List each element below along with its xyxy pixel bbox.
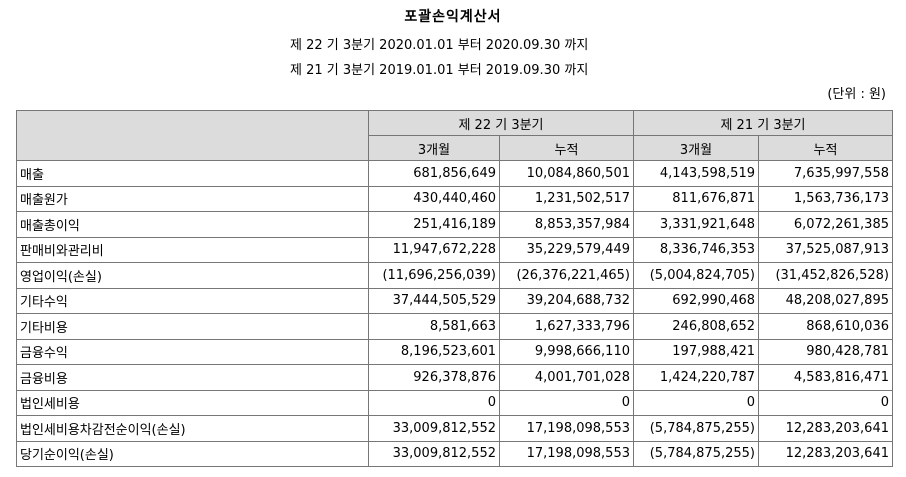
cell-current-cum: 1,627,333,796	[499, 313, 634, 340]
header-prior-3m: 3개월	[633, 135, 759, 161]
statement-title: 포괄손익계산서	[404, 9, 502, 25]
cell-prior-3m: 197,988,421	[633, 338, 759, 365]
cell-prior-cum: 37,525,087,913	[758, 236, 893, 263]
table-row: 매출 681,856,649 10,084,860,501 4,143,598,519…	[16, 160, 893, 187]
table-row: 영업이익(손실) (11,696,256,039) (26,376,221,465)…	[16, 262, 893, 289]
cell-current-3m: 37,444,505,529	[368, 287, 500, 314]
cell-current-cum: 10,084,860,501	[499, 160, 634, 187]
table-row: 법인세비용차감전순이익(손실) 33,009,812,552 17,198,098,…	[16, 415, 893, 442]
table-row: 금융수익 8,196,523,601 9,998,666,110 197,988,42…	[16, 338, 893, 365]
header-current-period: 제 22 기 3분기	[368, 110, 634, 136]
header-current-cum: 누적	[499, 135, 634, 161]
row-label: 기타비용	[16, 313, 369, 340]
table-row: 매출총이익 251,416,189 8,853,357,984 3,331,921,6…	[16, 211, 893, 238]
row-label: 판매비와관리비	[16, 236, 369, 263]
header-prior-period: 제 21 기 3분기	[633, 110, 893, 136]
cell-prior-3m: 811,676,871	[633, 185, 759, 212]
header-current-3m: 3개월	[368, 135, 500, 161]
table-row: 매출원가 430,440,460 1,231,502,517 811,676,871 1…	[16, 185, 893, 212]
cell-prior-3m: 246,808,652	[633, 313, 759, 340]
period-prior: 제 21 기 3분기 2019.01.01 부터 2019.09.30 까지	[290, 63, 589, 78]
cell-current-cum: 9,998,666,110	[499, 338, 634, 365]
cell-current-cum: 35,229,579,449	[499, 236, 634, 263]
cell-prior-3m: (5,784,875,255)	[633, 440, 759, 467]
period-current: 제 22 기 3분기 2020.01.01 부터 2020.09.30 까지	[290, 38, 589, 53]
table-row: 금융비용 926,378,876 4,001,701,028 1,424,220,78…	[16, 364, 893, 391]
row-label: 매출	[16, 160, 369, 187]
cell-prior-cum: 0	[758, 389, 893, 416]
table-row: 판매비와관리비 11,947,672,228 35,229,579,449 8,336…	[16, 236, 893, 263]
cell-prior-cum: 6,072,261,385	[758, 211, 893, 238]
cell-current-3m: 681,856,649	[368, 160, 500, 187]
row-label: 법인세비용	[16, 389, 369, 416]
cell-prior-3m: 0	[633, 389, 759, 416]
table-row: 법인세비용 0 0 0 0	[16, 389, 893, 416]
cell-current-3m: 430,440,460	[368, 185, 500, 212]
row-label: 매출총이익	[16, 211, 369, 238]
cell-current-cum: 17,198,098,553	[499, 440, 634, 467]
cell-current-cum: 17,198,098,553	[499, 415, 634, 442]
header-prior-cum: 누적	[758, 135, 893, 161]
cell-prior-cum: 980,428,781	[758, 338, 893, 365]
row-label: 법인세비용차감전순이익(손실)	[16, 415, 369, 442]
cell-current-cum: 39,204,688,732	[499, 287, 634, 314]
row-label: 금융수익	[16, 338, 369, 365]
row-label: 영업이익(손실)	[16, 262, 369, 289]
cell-current-3m: 33,009,812,552	[368, 440, 500, 467]
cell-prior-cum: 12,283,203,641	[758, 440, 893, 467]
cell-current-3m: 11,947,672,228	[368, 236, 500, 263]
income-statement-table: 제 22 기 3분기 제 21 기 3분기 3개월 누적 3개월 누적 매출 68…	[16, 110, 893, 467]
cell-prior-cum: 12,283,203,641	[758, 415, 893, 442]
cell-prior-cum: 1,563,736,173	[758, 185, 893, 212]
cell-prior-3m: (5,004,824,705)	[633, 262, 759, 289]
cell-prior-cum: 4,583,816,471	[758, 364, 893, 391]
table-row: 기타수익 37,444,505,529 39,204,688,732 692,990,…	[16, 287, 893, 314]
cell-prior-cum: (31,452,826,528)	[758, 262, 893, 289]
header-account	[16, 110, 369, 161]
cell-current-3m: (11,696,256,039)	[368, 262, 500, 289]
row-label: 기타수익	[16, 287, 369, 314]
unit-label: (단위 : 원)	[827, 87, 886, 102]
cell-current-3m: 8,196,523,601	[368, 338, 500, 365]
cell-current-cum: (26,376,221,465)	[499, 262, 634, 289]
cell-prior-3m: 1,424,220,787	[633, 364, 759, 391]
row-label: 금융비용	[16, 364, 369, 391]
cell-current-cum: 8,853,357,984	[499, 211, 634, 238]
cell-prior-3m: (5,784,875,255)	[633, 415, 759, 442]
cell-prior-cum: 868,610,036	[758, 313, 893, 340]
cell-prior-cum: 7,635,997,558	[758, 160, 893, 187]
cell-current-3m: 0	[368, 389, 500, 416]
cell-current-cum: 4,001,701,028	[499, 364, 634, 391]
cell-current-3m: 8,581,663	[368, 313, 500, 340]
cell-current-cum: 1,231,502,517	[499, 185, 634, 212]
cell-prior-3m: 3,331,921,648	[633, 211, 759, 238]
cell-prior-cum: 48,208,027,895	[758, 287, 893, 314]
row-label: 당기순이익(손실)	[16, 440, 369, 467]
cell-prior-3m: 4,143,598,519	[633, 160, 759, 187]
cell-current-cum: 0	[499, 389, 634, 416]
table-row: 기타비용 8,581,663 1,627,333,796 246,808,652 868…	[16, 313, 893, 340]
table-row: 당기순이익(손실) 33,009,812,552 17,198,098,553 (5,…	[16, 440, 893, 467]
cell-prior-3m: 8,336,746,353	[633, 236, 759, 263]
cell-current-3m: 926,378,876	[368, 364, 500, 391]
cell-current-3m: 33,009,812,552	[368, 415, 500, 442]
row-label: 매출원가	[16, 185, 369, 212]
cell-prior-3m: 692,990,468	[633, 287, 759, 314]
cell-current-3m: 251,416,189	[368, 211, 500, 238]
